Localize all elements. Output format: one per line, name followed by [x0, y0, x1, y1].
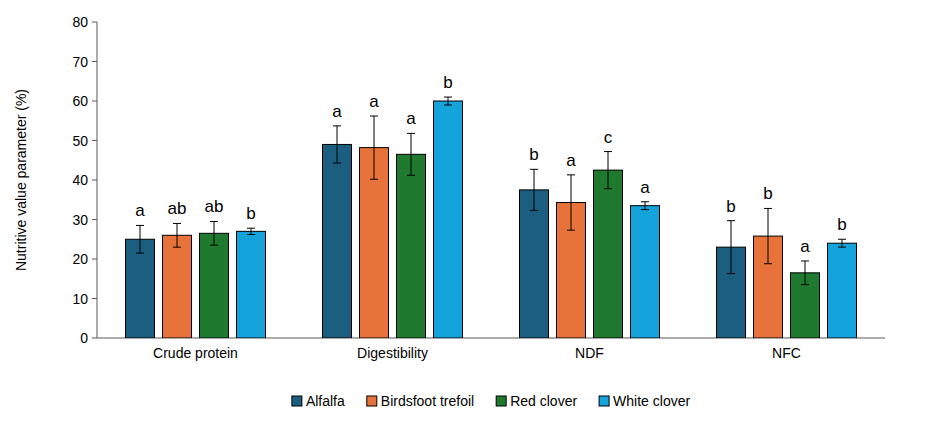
significance-letter: b	[726, 197, 735, 216]
error-bar	[567, 175, 575, 230]
significance-letter: ab	[205, 197, 224, 216]
chart-root: 0 10 20 30 40 50 60 70 80 Nutritive value paramet…	[0, 0, 936, 432]
error-bar	[641, 202, 649, 210]
legend-swatch	[292, 396, 302, 406]
legend-swatch	[496, 396, 506, 406]
error-bar	[444, 97, 452, 105]
error-bar	[247, 228, 255, 234]
error-bar	[838, 239, 846, 247]
significance-letter: a	[369, 92, 379, 111]
error-bar	[530, 169, 538, 210]
bars	[126, 97, 857, 338]
y-axis-title: Nutritive value parameter (%)	[13, 89, 29, 271]
bar	[126, 239, 155, 338]
x-tick-label: Digestibility	[357, 345, 428, 361]
y-tick	[92, 101, 97, 102]
error-bar	[136, 225, 144, 253]
legend-label: Alfalfa	[306, 393, 345, 409]
significance-letter: b	[837, 215, 846, 234]
y-axis	[97, 22, 98, 338]
significance-letter: b	[246, 204, 255, 223]
y-tick-label: 50	[72, 133, 88, 149]
significance-letter: a	[406, 109, 416, 128]
error-bar	[333, 126, 341, 163]
bar	[397, 154, 426, 338]
legend-swatch	[599, 396, 609, 406]
bar	[323, 144, 352, 338]
y-tick-label: 60	[72, 93, 88, 109]
bar	[631, 206, 660, 338]
y-tick-label: 70	[72, 54, 88, 70]
labels: Crude proteinaababbDigestibilityaaabNDFb…	[135, 73, 846, 361]
error-bar	[764, 208, 772, 263]
y-tick-label: 40	[72, 172, 88, 188]
legend: Alfalfa Birdsfoot trefoil Red clover White …	[292, 393, 691, 409]
error-bar	[727, 221, 735, 274]
y-tick-label: 0	[80, 330, 88, 346]
significance-letter: a	[640, 178, 650, 197]
x-tick-label: Crude protein	[153, 345, 238, 361]
x-tick-label: NFC	[772, 345, 801, 361]
error-bar	[407, 133, 415, 175]
y-tick	[92, 338, 97, 339]
error-bar	[370, 116, 378, 179]
legend-swatch	[367, 396, 377, 406]
error-bar	[173, 223, 181, 247]
y-tick-label: 80	[72, 14, 88, 30]
bar	[200, 233, 229, 338]
bar	[163, 235, 192, 338]
error-bar	[604, 152, 612, 189]
y-tick-label: 10	[72, 291, 88, 307]
y-tick	[92, 298, 97, 299]
y-tick	[92, 219, 97, 220]
chart-svg: 0 10 20 30 40 50 60 70 80 Nutritive value paramet…	[0, 0, 936, 432]
error-bar	[801, 261, 809, 285]
x-tick-label: NDF	[575, 345, 604, 361]
legend-label: Birdsfoot trefoil	[381, 393, 474, 409]
bar	[828, 243, 857, 338]
y-tick	[92, 180, 97, 181]
error-bar	[210, 221, 218, 245]
significance-letter: c	[604, 128, 613, 147]
significance-letter: a	[566, 151, 576, 170]
bar	[434, 101, 463, 338]
significance-letter: a	[800, 237, 810, 256]
legend-label: White clover	[613, 393, 690, 409]
y-tick-label: 30	[72, 212, 88, 228]
y-tick	[92, 22, 97, 23]
significance-letter: a	[332, 102, 342, 121]
significance-letter: b	[763, 184, 772, 203]
bar	[237, 231, 266, 338]
bar	[594, 170, 623, 338]
significance-letter: ab	[168, 199, 187, 218]
y-tick	[92, 140, 97, 141]
significance-letter: b	[529, 145, 538, 164]
bar	[520, 190, 549, 338]
y-tick	[92, 61, 97, 62]
y-tick	[92, 259, 97, 260]
y-tick-label: 20	[72, 251, 88, 267]
legend-label: Red clover	[510, 393, 577, 409]
significance-letter: a	[135, 201, 145, 220]
significance-letter: b	[443, 73, 452, 92]
